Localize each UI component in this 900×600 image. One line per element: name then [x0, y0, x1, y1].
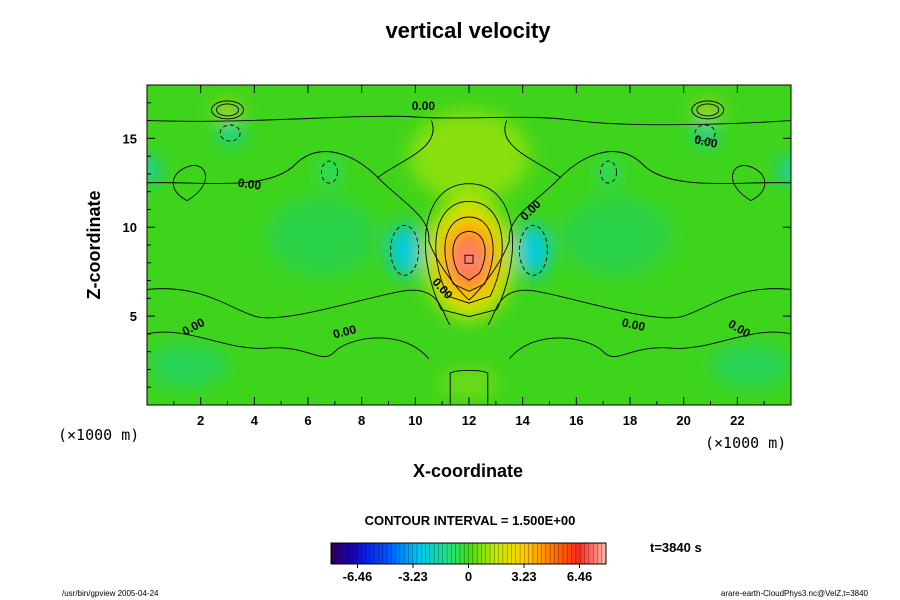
contour-label: 0.00	[412, 99, 436, 113]
updraft-contour	[444, 216, 494, 292]
y-tick-label: 10	[123, 220, 137, 235]
x-tick-label: 12	[462, 413, 476, 428]
zero-contour	[147, 115, 791, 126]
y-axis-unit: (×1000 m)	[58, 426, 139, 444]
zero-contour	[147, 331, 430, 360]
downdraft-left	[388, 224, 421, 277]
edge-downdraft-left	[147, 156, 158, 185]
colorbar-tick-label: -3.23	[398, 569, 428, 584]
field-patch	[710, 343, 791, 388]
downdraft-contour	[600, 160, 617, 184]
zero-contour	[487, 288, 791, 326]
x-tick-label: 16	[569, 413, 583, 428]
x-axis-label: X-coordinate	[413, 461, 523, 481]
colorbar-tick-label: 6.46	[567, 569, 592, 584]
updraft-contour	[435, 200, 503, 304]
colorbar-tick-label: -6.46	[343, 569, 373, 584]
updraft-contour	[424, 183, 514, 318]
updraft-contour	[696, 103, 720, 117]
zero-contour	[732, 165, 766, 202]
chart-title: vertical velocity	[385, 18, 551, 43]
x-tick-label: 8	[358, 413, 365, 428]
zero-contour	[147, 151, 379, 184]
x-tick-label: 2	[197, 413, 204, 428]
colorbar-tick-label: 0	[465, 569, 472, 584]
downdraft-contour	[219, 124, 241, 142]
field-patch	[439, 369, 499, 398]
time-label: t=3840 s	[650, 540, 702, 555]
field-patch	[266, 196, 377, 277]
contour-label: 0.00	[332, 322, 358, 341]
zero-contour	[468, 120, 561, 301]
colorbar-ticks: -6.46 -3.23 0 3.23 6.46	[343, 564, 592, 584]
field-patch	[147, 343, 228, 388]
updraft-contour	[691, 100, 725, 120]
y-tick-label: 15	[123, 131, 137, 146]
max-marker	[464, 254, 474, 264]
colorbar-tick-label: 3.23	[511, 569, 536, 584]
zero-contour	[172, 165, 207, 202]
x-tick-label: 14	[515, 413, 530, 428]
footer-right: arare-earth-CloudPhys3.nc@VelZ,t=3840	[721, 589, 869, 598]
x-tick-label: 18	[623, 413, 637, 428]
contour-lines	[147, 100, 791, 405]
footer-left: /usr/bin/gpview 2005-04-24	[62, 589, 159, 598]
y-axis-label: Z-coordinate	[84, 190, 104, 299]
downdraft-contour	[694, 124, 716, 142]
zero-contour	[559, 151, 791, 184]
zero-contour	[449, 369, 489, 405]
downdraft-small	[598, 160, 619, 185]
downdraft-contour	[390, 224, 420, 276]
y-tick-label: 5	[130, 309, 137, 324]
edge-downdraft-right	[780, 156, 791, 185]
contour-interval: CONTOUR INTERVAL = 1.500E+00	[365, 513, 576, 528]
x-axis-unit: (×1000 m)	[705, 434, 786, 452]
colorbar: -6.46 -3.23 0 3.23 6.46	[330, 542, 607, 584]
velocity-field	[147, 103, 791, 398]
downdraft-small	[319, 160, 340, 185]
upper-updraft-right	[695, 103, 720, 116]
contour-label: 0.00	[621, 315, 647, 334]
zero-contour	[147, 288, 451, 326]
y-axis-ticks: 5 10 15	[123, 102, 791, 388]
x-tick-label: 20	[676, 413, 690, 428]
downdraft-contour	[321, 160, 338, 184]
downdraft-right	[517, 224, 550, 277]
x-tick-label: 4	[251, 413, 259, 428]
contour-label: 0.00	[693, 132, 719, 151]
upper-downdraft-left	[218, 123, 243, 143]
field-patch	[409, 111, 529, 202]
zero-contour	[508, 331, 791, 360]
updraft-contour	[211, 100, 244, 120]
updraft-contour	[452, 230, 486, 281]
downdraft-contour	[518, 224, 548, 276]
field-patch	[561, 196, 672, 277]
upper-updraft-left	[215, 103, 240, 116]
colorbar-stripes	[335, 543, 602, 564]
x-tick-label: 22	[730, 413, 744, 428]
plot-area: 0.000.000.000.000.000.00 0.00 0.00 0.00	[147, 85, 791, 405]
contour-label: 0.00	[237, 176, 262, 193]
updraft-core	[457, 243, 481, 276]
updraft-contour	[216, 103, 239, 117]
x-axis-ticks: 2 4 6 8 10 12 14 16 18 20 22	[173, 85, 765, 428]
x-tick-label: 10	[408, 413, 422, 428]
x-tick-label: 6	[304, 413, 311, 428]
zero-contour	[377, 120, 470, 301]
upper-downdraft-right	[693, 123, 718, 143]
